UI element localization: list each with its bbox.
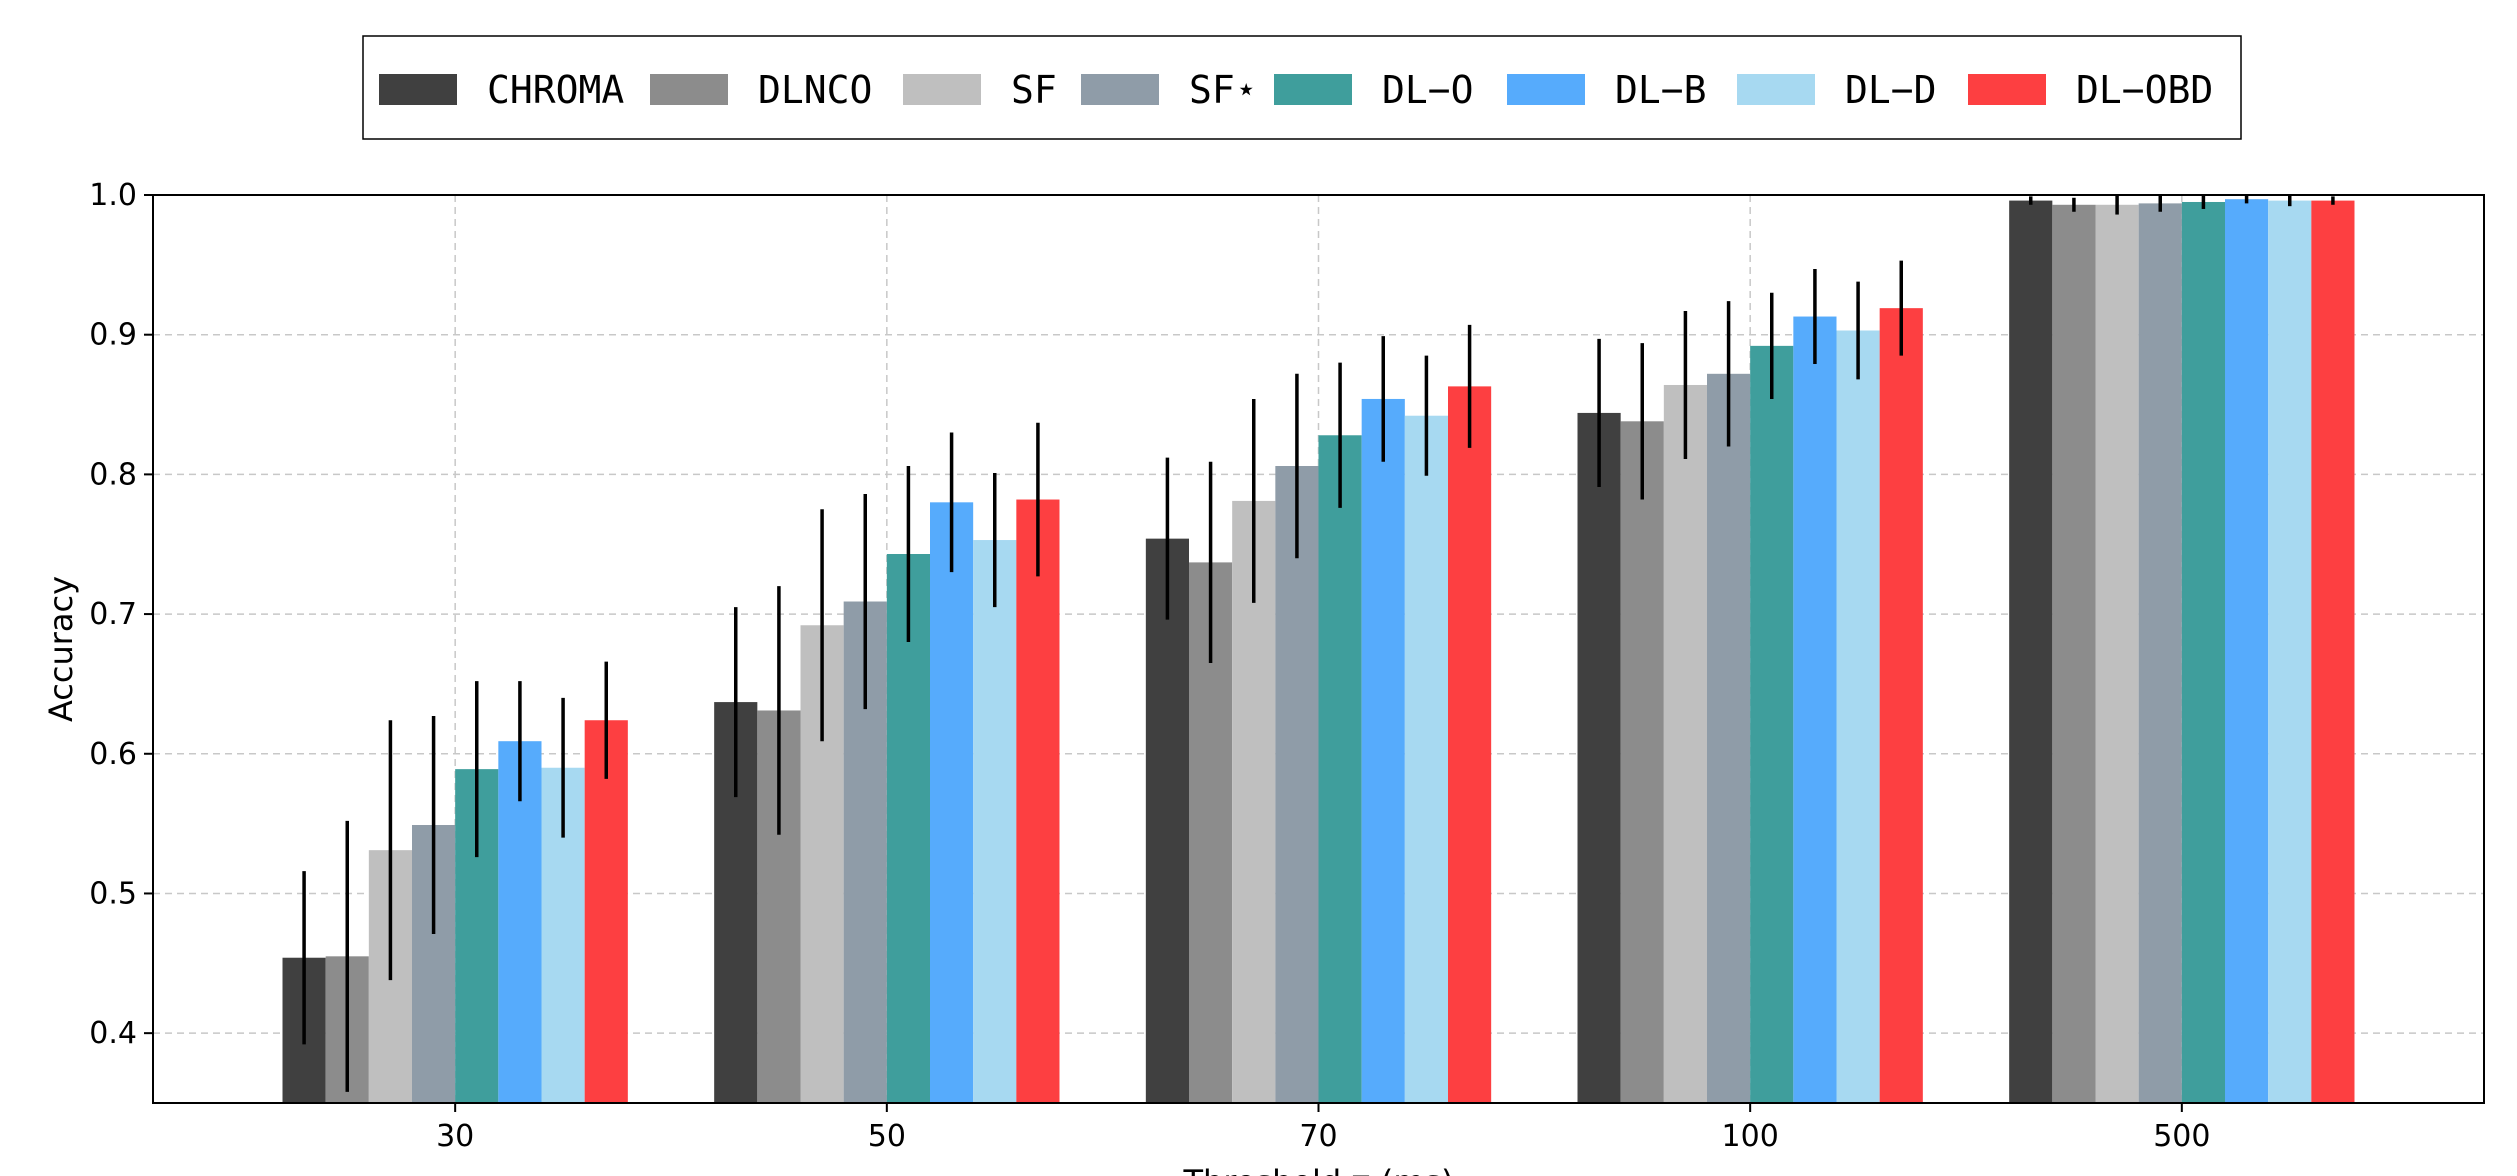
bar [2225,199,2269,1103]
legend-label: DL−B [1615,68,1707,112]
bar [1879,308,1923,1103]
y-tick-label: 0.8 [89,457,137,492]
bar [2268,200,2312,1103]
legend-label: DLNCO [758,68,872,112]
legend-swatch [1507,74,1585,105]
bar [2009,200,2053,1103]
bar [1707,373,1751,1103]
bar [1620,421,1664,1104]
error-bars [302,195,2335,1092]
bar [886,554,930,1103]
x-axis-label: Threshold τ (ms) [1182,1163,1453,1176]
x-tick-label: 70 [1299,1119,1337,1154]
bar [1663,384,1707,1103]
bar [2181,201,2225,1103]
legend-swatch [1968,74,2046,105]
bar [2311,200,2355,1103]
x-tick-label: 100 [1722,1119,1779,1154]
y-tick-label: 0.4 [89,1016,137,1051]
bar [1793,316,1837,1103]
bar [1145,538,1189,1103]
bar [2052,204,2096,1104]
legend: CHROMA DLNCO SF SF⋆ DL−O DL−B DL−D DL−OBD [362,35,2242,140]
bar [930,502,974,1103]
legend-swatch [379,74,457,105]
bar [2095,204,2139,1104]
y-tick-label: 0.7 [89,597,137,632]
legend-label: DL−O [1382,68,1474,112]
bar [498,741,542,1103]
legend-swatch [1274,74,1352,105]
legend-label: SF [1011,68,1057,112]
bar [2138,203,2182,1104]
legend-swatch [1081,74,1159,105]
bar [1577,412,1621,1103]
legend-swatch [903,74,981,105]
y-tick-label: 1.0 [89,178,137,213]
bar [1275,466,1319,1104]
bar [973,540,1017,1103]
axis-ticks: 0.4 0.5 0.6 0.7 0.8 0.9 1.0 30 50 70 100 500 [89,178,2210,1154]
legend-label: DL−OBD [2076,68,2213,112]
legend-label: CHROMA [487,68,624,112]
legend-swatch [1737,74,1815,105]
y-tick-label: 0.5 [89,876,137,911]
y-tick-label: 0.6 [89,737,137,772]
bars [282,199,2355,1104]
bar [1016,499,1060,1103]
bar [1361,398,1405,1103]
legend-label: SF⋆ [1189,68,1258,112]
bar [1448,386,1492,1104]
bar [1750,345,1794,1104]
bar [1318,435,1362,1104]
y-tick-label: 0.9 [89,318,137,353]
x-tick-label: 500 [2153,1119,2210,1154]
x-tick-label: 50 [868,1119,906,1154]
legend-label: DL−D [1845,68,1937,112]
bar [1404,415,1448,1103]
bar [584,720,628,1103]
x-tick-label: 30 [436,1119,474,1154]
bar [1836,330,1880,1103]
legend-swatch [650,74,728,105]
y-axis-label: Accuracy [42,576,80,722]
